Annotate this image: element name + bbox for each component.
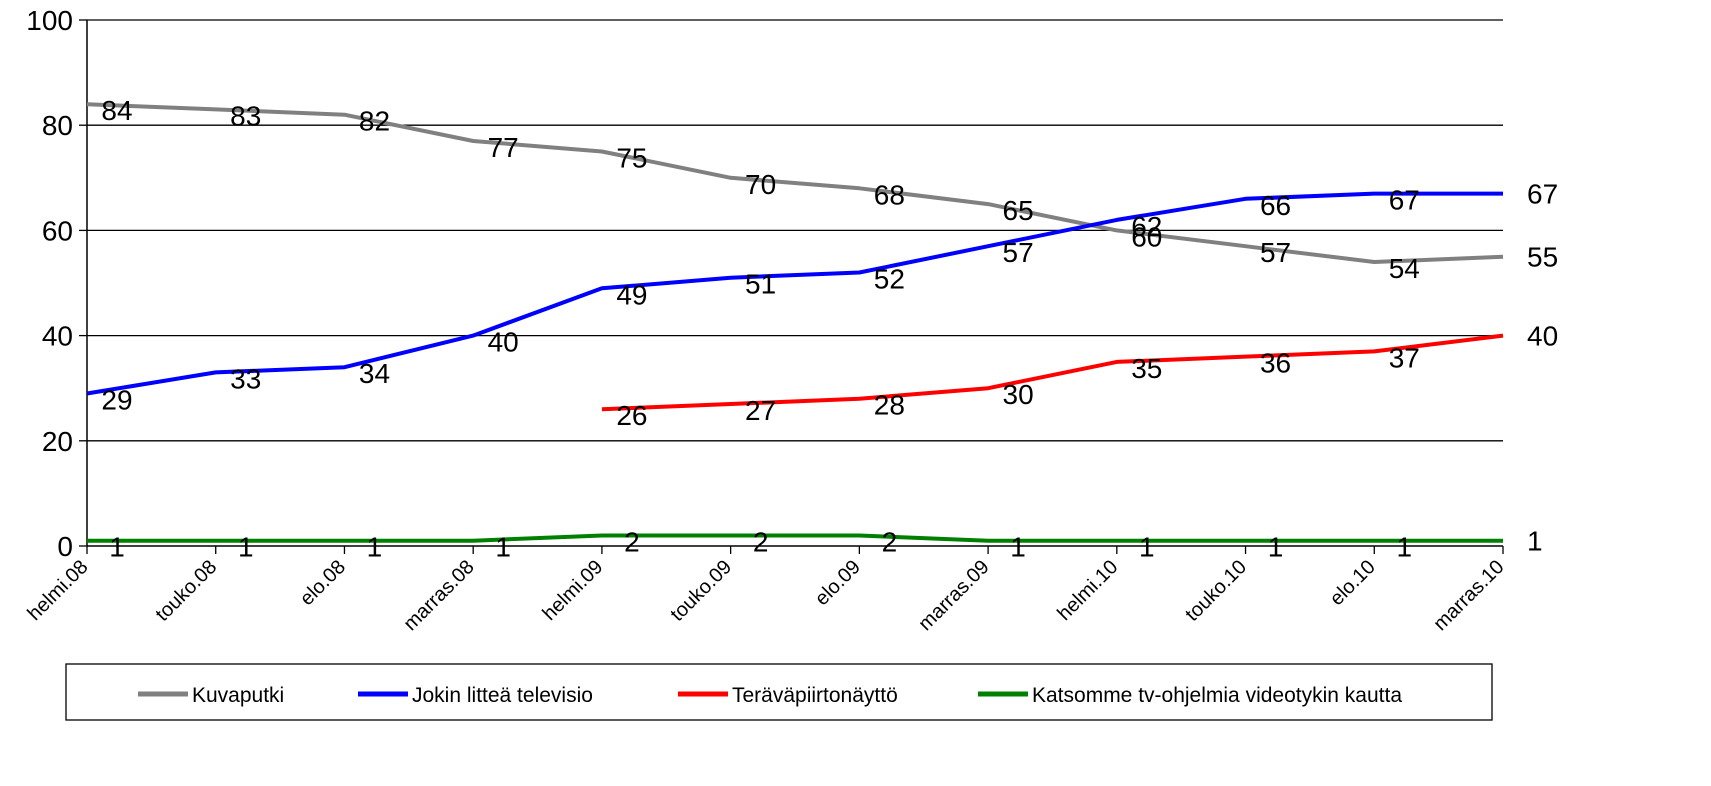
data-label: 51 (745, 269, 776, 300)
series-lines (86, 102, 1504, 543)
y-tick-label: 60 (42, 215, 73, 246)
data-label: 35 (1131, 353, 1162, 384)
legend-box (65, 663, 1493, 721)
data-label: 2 (753, 526, 769, 557)
data-label: 70 (745, 169, 776, 200)
x-tick-label: elo.09 (811, 556, 865, 610)
data-label: 33 (230, 363, 261, 394)
data-label: 29 (101, 384, 132, 415)
data-label: 67 (1389, 185, 1420, 216)
data-label: 77 (488, 132, 519, 163)
y-tick-label: 20 (42, 426, 73, 457)
x-tick-label: touko.09 (666, 556, 736, 626)
data-label: 40 (1527, 321, 1558, 352)
series-line-2 (601, 333, 1504, 412)
data-label: 30 (1003, 379, 1034, 410)
data-label: 2 (624, 526, 640, 557)
data-label: 27 (745, 395, 776, 426)
x-tick-label: helmi.08 (24, 556, 93, 625)
data-label: 1 (367, 532, 383, 563)
y-tick-label: 80 (42, 110, 73, 141)
data-label: 52 (874, 263, 905, 294)
data-label: 65 (1003, 195, 1034, 226)
data-label: 1 (109, 532, 125, 563)
data-label: 1 (1139, 532, 1155, 563)
data-label: 26 (616, 400, 647, 431)
axes (86, 20, 1503, 547)
data-labels: 84 83 82 77 75 70 68 65 60 57 54 55 29 33 34 40 49 51 52 57… (101, 95, 1558, 563)
data-label: 2 (882, 526, 898, 557)
y-tick-label: 100 (26, 5, 73, 36)
data-label: 1 (1396, 532, 1412, 563)
data-label: 1 (1268, 532, 1284, 563)
data-label: 36 (1260, 348, 1291, 379)
data-label: 84 (101, 95, 132, 126)
x-tick-label: marras.08 (399, 556, 478, 635)
data-label: 66 (1260, 190, 1291, 221)
data-label: 34 (359, 358, 390, 389)
x-tick-label: elo.10 (1326, 556, 1380, 610)
data-label: 49 (616, 279, 647, 310)
gridlines (87, 19, 1503, 442)
y-tick-label: 0 (57, 531, 73, 562)
data-label: 62 (1131, 211, 1162, 242)
x-tick-label: touko.10 (1181, 556, 1251, 626)
x-tick-label: marras.09 (914, 556, 993, 635)
legend-label: Katsomme tv-ohjelmia videotykin kautta (1032, 684, 1402, 707)
data-label: 57 (1260, 237, 1291, 268)
series-line-1 (86, 191, 1503, 396)
y-tick-label: 40 (42, 321, 73, 352)
legend: Kuvaputki Jokin litteä televisio Teräväpii… (65, 663, 1493, 721)
data-label: 67 (1527, 179, 1558, 210)
data-label: 1 (238, 532, 254, 563)
x-tick-label: helmi.10 (1053, 556, 1122, 625)
data-label: 82 (359, 106, 390, 137)
data-label: 83 (230, 100, 261, 131)
data-label: 54 (1389, 253, 1420, 284)
x-tick-label: marras.10 (1429, 556, 1508, 635)
series-line-3 (87, 533, 1503, 543)
x-tick-label: elo.08 (296, 556, 350, 610)
data-label: 68 (874, 179, 905, 210)
data-label: 75 (616, 143, 647, 174)
series-line-0 (86, 102, 1504, 264)
data-label: 1 (495, 532, 511, 563)
data-label: 1 (1527, 526, 1543, 557)
y-axis-ticks: 0 20 40 60 80 100 (26, 5, 87, 562)
x-tick-label: touko.08 (151, 556, 221, 626)
data-label: 60 (1131, 221, 1162, 252)
data-label: 40 (488, 327, 519, 358)
data-label: 57 (1003, 237, 1034, 268)
data-label: 1 (1010, 532, 1026, 563)
x-tick-label: helmi.09 (538, 556, 607, 625)
legend-label: Teräväpiirtonäyttö (732, 684, 898, 707)
data-label: 37 (1389, 342, 1420, 373)
data-label: 55 (1527, 242, 1558, 273)
legend-label: Jokin litteä televisio (412, 684, 593, 707)
legend-label: Kuvaputki (192, 684, 284, 707)
data-label: 28 (874, 390, 905, 421)
